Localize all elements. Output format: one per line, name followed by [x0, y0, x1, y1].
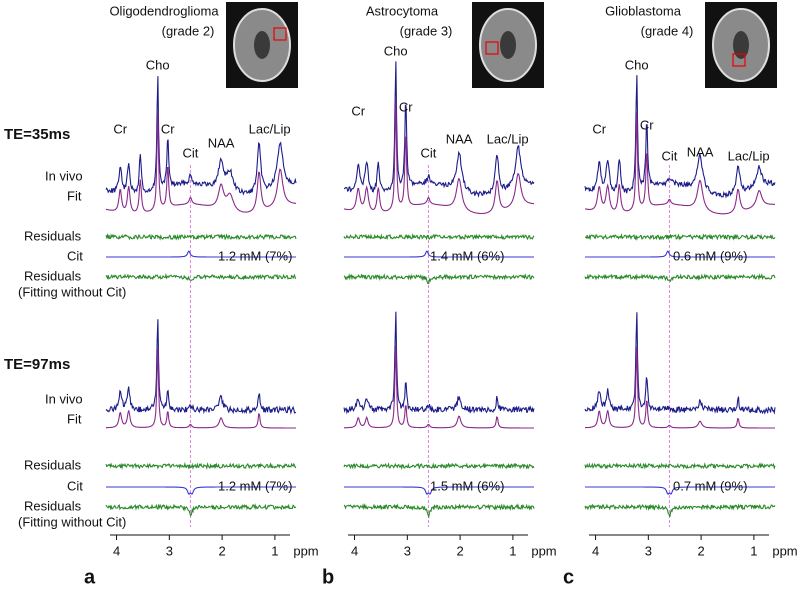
- axis-unit: ppm: [293, 543, 318, 558]
- panel-letter: a: [84, 566, 96, 588]
- row-label: TE=97ms: [4, 356, 70, 373]
- residuals-trace: [105, 461, 297, 470]
- mri-ventricle: [500, 31, 516, 59]
- trace-label: Fit: [67, 188, 82, 203]
- tumor-grade: (grade 2): [162, 23, 215, 38]
- in-vivo-spectrum: [105, 319, 297, 415]
- tumor-title: Oligodendroglioma: [109, 3, 219, 18]
- residuals-trace: [343, 462, 535, 471]
- trace-label: Residuals: [24, 268, 82, 283]
- peak-label: Cr: [640, 117, 654, 132]
- residuals-no-cit-trace: [584, 503, 776, 518]
- cit-concentration: 1.4 mM (6%): [430, 248, 504, 263]
- cit-trace: [585, 250, 775, 258]
- cit-trace: [106, 486, 296, 495]
- trace-label: Cit: [67, 478, 83, 493]
- trace-label: In vivo: [45, 391, 83, 406]
- trace-label: Fit: [67, 411, 82, 426]
- in-vivo-spectrum: [105, 76, 297, 196]
- peak-label: Cit: [661, 148, 677, 163]
- cit-trace: [106, 250, 296, 258]
- tick-label: 3: [404, 543, 411, 558]
- tick-label: 3: [166, 543, 173, 558]
- residuals-trace: [105, 232, 297, 241]
- residuals-no-cit-trace: [105, 503, 297, 517]
- cit-concentration: 0.7 mM (9%): [673, 478, 747, 493]
- trace-label: Cit: [67, 248, 83, 263]
- peak-label: Lac/Lip: [487, 131, 529, 146]
- peak-label: Cho: [146, 57, 170, 72]
- trace-label: In vivo: [45, 168, 83, 183]
- tumor-grade: (grade 4): [641, 23, 694, 38]
- residuals-no-cit-trace: [105, 272, 297, 281]
- fit-spectrum: [106, 348, 296, 429]
- cit-concentration: 0.6 mM (9%): [673, 248, 747, 263]
- voxel: [273, 27, 287, 41]
- peak-label: Lac/Lip: [728, 148, 770, 163]
- tick-label: 3: [645, 543, 652, 558]
- voxel: [732, 53, 746, 67]
- trace-label: Residuals: [24, 228, 82, 243]
- tumor-title: Astrocytoma: [366, 3, 439, 18]
- residuals-trace: [584, 462, 776, 470]
- trace-label: (Fitting without Cit): [18, 514, 126, 529]
- cit-concentration: 1.2 mM (7%): [218, 478, 292, 493]
- fit-spectrum: [343, 100, 534, 215]
- fit-spectrum: [105, 112, 297, 213]
- residuals-no-cit-trace: [343, 273, 535, 285]
- panel-letter: b: [322, 566, 334, 588]
- peak-label: NAA: [446, 131, 473, 146]
- axis-unit: ppm: [772, 543, 797, 558]
- peak-label: Cho: [384, 43, 408, 58]
- in-vivo-spectrum: [584, 312, 776, 415]
- residuals-no-cit-trace: [343, 503, 535, 519]
- tick-label: 4: [113, 543, 120, 558]
- peak-label: Cit: [182, 145, 198, 160]
- peak-label: Cr: [113, 121, 127, 136]
- mri-ventricle: [254, 31, 270, 59]
- fit-spectrum: [584, 112, 775, 215]
- tick-label: 4: [351, 543, 358, 558]
- tumor-title: Glioblastoma: [605, 3, 682, 18]
- peak-label: NAA: [687, 144, 714, 159]
- tick-label: 1: [509, 543, 516, 558]
- tick-label: 1: [750, 543, 757, 558]
- tumor-grade: (grade 3): [400, 23, 453, 38]
- peak-label: Cr: [399, 99, 413, 114]
- peak-label: Cr: [351, 103, 365, 118]
- axis-unit: ppm: [531, 543, 556, 558]
- cit-trace: [344, 486, 534, 495]
- trace-label: (Fitting without Cit): [18, 284, 126, 299]
- tick-label: 2: [697, 543, 704, 558]
- tick-label: 2: [218, 543, 225, 558]
- peak-label: Cr: [161, 121, 175, 136]
- residuals-trace: [585, 232, 776, 242]
- cit-trace: [585, 486, 775, 495]
- tick-label: 2: [456, 543, 463, 558]
- tick-label: 1: [271, 543, 278, 558]
- panel-letter: c: [563, 566, 574, 588]
- peak-label: Lac/Lip: [249, 121, 291, 136]
- in-vivo-spectrum: [584, 75, 776, 199]
- mri-ventricle: [733, 31, 749, 59]
- cit-concentration: 1.5 mM (6%): [430, 478, 504, 493]
- trace-label: Residuals: [24, 498, 82, 513]
- trace-label: Residuals: [24, 457, 82, 472]
- peak-label: NAA: [208, 135, 235, 150]
- in-vivo-spectrum: [344, 61, 535, 198]
- fit-spectrum: [344, 345, 534, 429]
- peak-label: Cho: [625, 57, 649, 72]
- fit-spectrum: [584, 346, 775, 429]
- tick-label: 4: [592, 543, 599, 558]
- cit-concentration: 1.2 mM (7%): [218, 248, 292, 263]
- row-label: TE=35ms: [4, 126, 70, 143]
- residuals-trace: [343, 232, 535, 241]
- voxel: [485, 41, 499, 55]
- peak-label: Cr: [592, 121, 606, 136]
- peak-label: Cit: [420, 145, 436, 160]
- cit-trace: [344, 250, 534, 258]
- in-vivo-spectrum: [343, 311, 535, 415]
- residuals-no-cit-trace: [584, 273, 776, 283]
